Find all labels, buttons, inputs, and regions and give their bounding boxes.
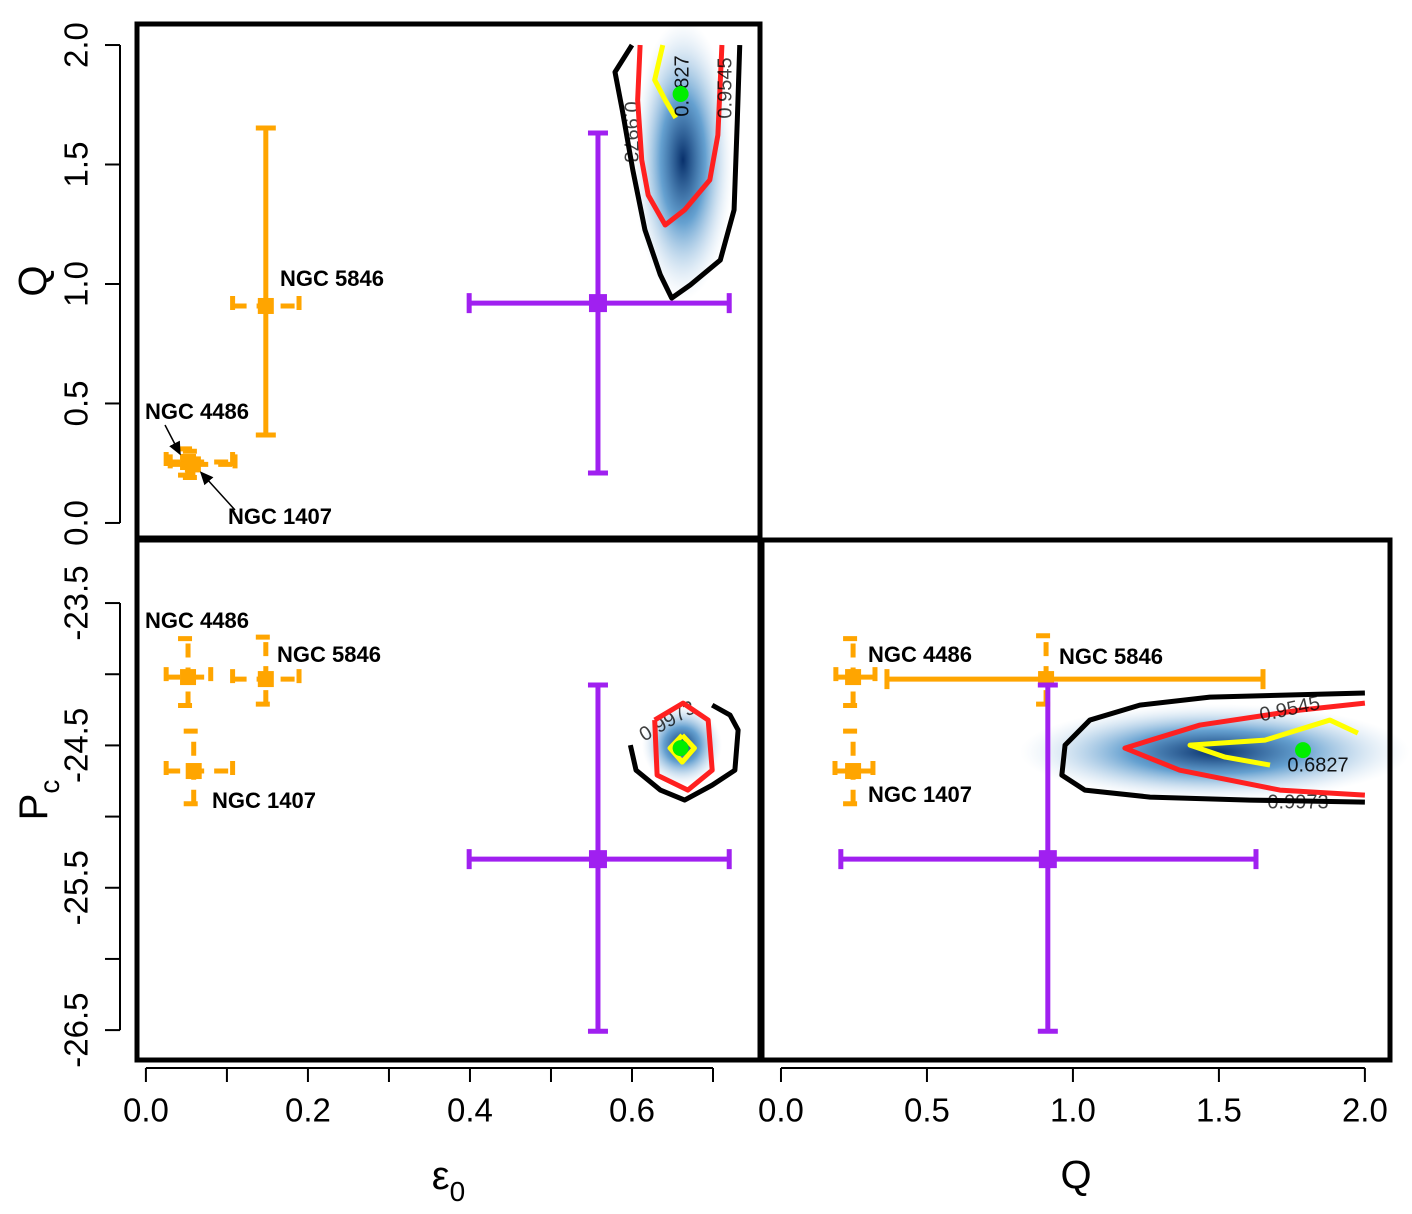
point-marker [257, 297, 274, 314]
x-tick-label: 0.5 [904, 1092, 950, 1129]
contour [1187, 717, 1359, 768]
panel: 0.9973 0.9545 0.6827 NGC 4486 NGC 5846 NGC 14… [58, 21, 763, 546]
point-label: NGC 5846 [1059, 644, 1163, 669]
annotation-arrow [164, 424, 181, 456]
y-tick-label: 0.5 [58, 381, 95, 427]
contour [652, 700, 715, 793]
y-tick-label: 2.0 [58, 22, 95, 68]
contour [627, 702, 741, 803]
y-tick-label: -25.5 [58, 850, 95, 925]
point-label: NGC 1407 [212, 788, 316, 813]
x-error-bar [833, 667, 878, 688]
contour-label: 0.9545 [714, 57, 736, 118]
x-error-bar [832, 761, 876, 782]
axis-title: ε0 [432, 1154, 465, 1207]
x-error-bar [167, 454, 238, 475]
contour [612, 43, 743, 301]
contour [652, 44, 678, 120]
contour-label: 0.9973 [1267, 791, 1328, 813]
x-tick-label: 2.0 [1342, 1092, 1388, 1129]
axis-title-sub: 0 [450, 1176, 466, 1207]
x-error-bar [884, 669, 1266, 690]
contour [635, 44, 725, 228]
point-label: NGC 4486 [868, 642, 972, 667]
axis-title: Q [12, 265, 56, 296]
density-shading [633, 20, 1410, 800]
point-marker [184, 456, 201, 473]
contour [1122, 700, 1366, 798]
axis-title: Q [1060, 1154, 1091, 1198]
x-tick-label: 0.2 [285, 1092, 331, 1129]
contour-label: 0.6827 [1287, 754, 1348, 776]
axis-title-main: ε [432, 1154, 450, 1198]
point-marker [185, 763, 202, 780]
point-marker [257, 671, 274, 688]
point-marker [845, 763, 862, 780]
x-tick-label: 1.5 [1196, 1092, 1242, 1129]
point-label: NGC 5846 [280, 266, 384, 291]
panel-frame [759, 537, 1393, 1063]
y-tick-label: 1.0 [58, 261, 95, 307]
point-marker [588, 294, 607, 313]
y-tick-label: 1.5 [58, 142, 95, 188]
point-marker [845, 669, 862, 686]
annotation-arrow [199, 471, 236, 511]
x-tick-label: 0.6 [609, 1092, 655, 1129]
axis-title-sub: c [34, 780, 65, 794]
best-fit-point [672, 86, 689, 103]
point-label: NGC 5846 [277, 642, 381, 667]
x-tick-label: 0.0 [123, 1092, 169, 1129]
point-marker [1038, 850, 1057, 869]
point-marker [180, 669, 197, 686]
contour [1059, 690, 1365, 805]
contour-label: 0.9973 [620, 101, 642, 162]
x-error-bar [163, 667, 214, 688]
axis-title-main: P [12, 794, 56, 821]
contour-label: 0.6827 [671, 55, 693, 116]
x-tick-label: 0.0 [758, 1092, 804, 1129]
x-tick-label: 0.4 [447, 1092, 493, 1129]
y-tick-label: -24.5 [58, 708, 95, 783]
y-tick-label: -26.5 [58, 992, 95, 1067]
x-tick-label: 1.0 [1050, 1092, 1096, 1129]
axis-title: Pc [12, 780, 65, 821]
best-fit-point [672, 740, 689, 757]
y-error-bar [255, 634, 276, 707]
point-label: NGC 1407 [228, 504, 332, 529]
y-tick-label: 0.0 [58, 500, 95, 546]
point-label: NGC 1407 [868, 782, 972, 807]
point-label: NGC 4486 [145, 399, 249, 424]
best-fit-point [1294, 742, 1311, 759]
y-tick-label: -23.5 [58, 565, 95, 640]
point-label: NGC 4486 [145, 608, 249, 633]
y-error-bar [255, 125, 276, 438]
point-marker [588, 850, 607, 869]
